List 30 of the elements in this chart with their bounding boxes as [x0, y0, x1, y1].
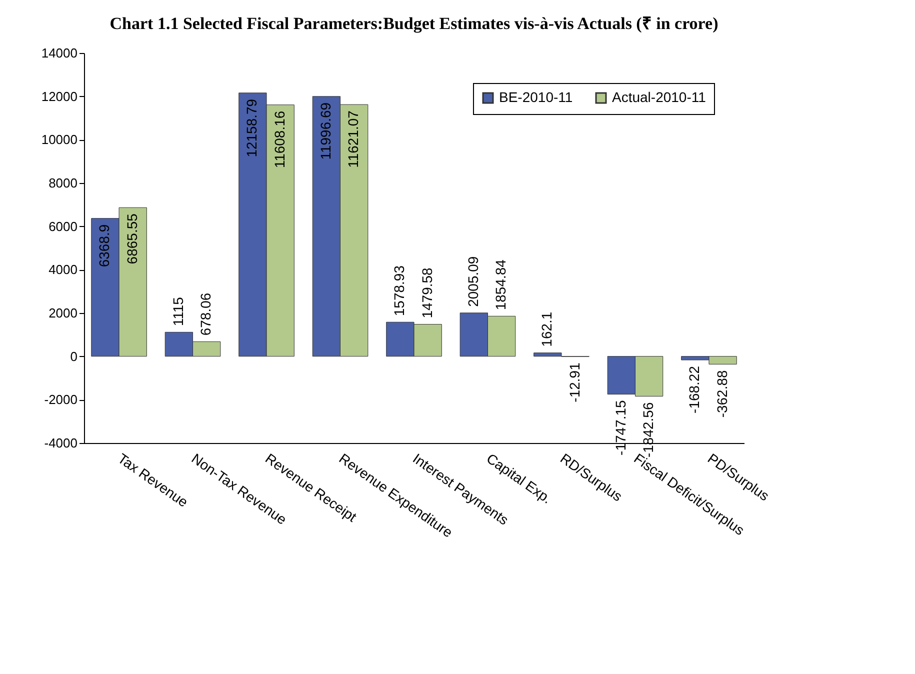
data-label: 11608.16	[271, 110, 288, 168]
data-label: -362.88	[714, 370, 730, 418]
data-label: 1115	[170, 296, 186, 326]
data-label: 12158.79	[244, 98, 260, 158]
y-tick-label: -4000	[44, 436, 78, 450]
legend-label: BE-2010-11	[499, 89, 573, 105]
y-tick-label: 2000	[48, 306, 78, 320]
legend-label: Actual-2010-11	[612, 89, 706, 105]
data-label: 6368.9	[96, 224, 112, 268]
data-label: 162.1	[538, 312, 555, 347]
y-tick-label: 10000	[41, 132, 78, 148]
data-label: -1747.15	[612, 400, 628, 456]
data-label: 11621.07	[345, 110, 362, 168]
data-label: 6865.55	[124, 213, 140, 264]
y-tick-label: -2000	[44, 392, 78, 408]
y-tick-label: 14000	[41, 46, 78, 60]
data-label: 11996.69	[317, 102, 334, 160]
y-tick-label: 6000	[48, 218, 78, 234]
data-label: 1854.84	[492, 259, 509, 310]
data-label: -12.91	[566, 362, 582, 402]
data-label: 678.06	[198, 292, 214, 336]
y-tick-label: 8000	[48, 176, 78, 190]
y-tick-label: 4000	[48, 262, 78, 278]
data-label: -168.22	[686, 366, 702, 414]
y-tick-label: 12000	[41, 88, 78, 104]
data-label: 2005.09	[464, 256, 481, 307]
y-tick-label: 0	[70, 348, 78, 364]
chart-title: Chart 1.1 Selected Fiscal Parameters:Budget Estimates vis-à-vis Actuals (₹ in crore)	[110, 14, 718, 33]
data-label: 1578.93	[391, 265, 408, 316]
data-label: 1479.58	[418, 267, 435, 318]
